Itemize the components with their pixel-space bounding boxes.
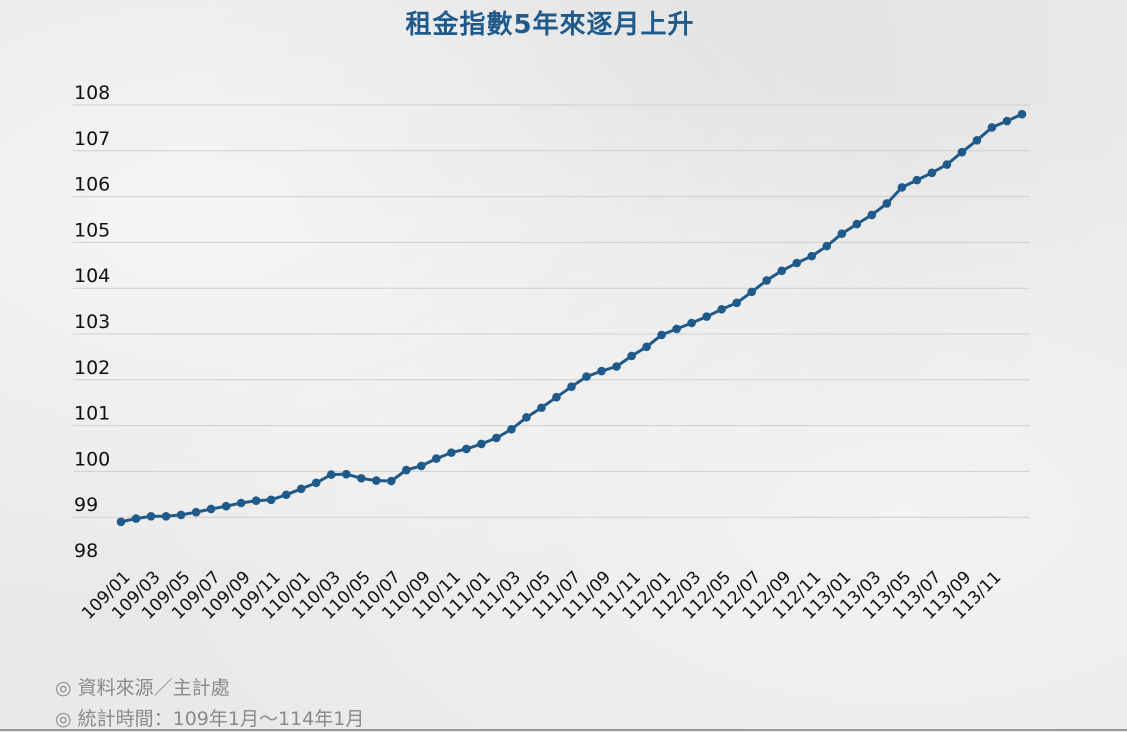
- y-tick-label: 102: [74, 357, 110, 379]
- data-point: [642, 342, 651, 352]
- data-point: [912, 175, 922, 185]
- y-tick-label: 106: [74, 174, 110, 196]
- data-point: [807, 251, 817, 261]
- data-point: [221, 501, 231, 511]
- data-point: [131, 514, 141, 523]
- data-point: [206, 504, 216, 514]
- data-point: [146, 511, 156, 521]
- data-point: [987, 123, 997, 132]
- y-tick-label: 108: [74, 82, 110, 104]
- data-point: [387, 476, 396, 486]
- data-point: [176, 510, 186, 520]
- data-point: [266, 495, 276, 505]
- data-point: [852, 219, 862, 229]
- data-point: [597, 366, 606, 376]
- data-point: [777, 266, 787, 276]
- y-tick-label: 104: [74, 265, 110, 287]
- y-tick-label: 103: [74, 311, 110, 333]
- series-line: [120, 112, 1023, 524]
- data-point: [432, 454, 441, 463]
- y-tick-label: 100: [74, 448, 110, 470]
- data-point: [627, 351, 636, 361]
- data-point: [957, 147, 967, 157]
- data-point: [522, 413, 531, 422]
- data-point: [1002, 116, 1012, 126]
- y-tick-label: 99: [74, 494, 98, 516]
- data-point: [371, 476, 381, 485]
- data-point: [582, 372, 591, 381]
- data-point: [477, 439, 486, 449]
- data-point: [552, 392, 561, 402]
- y-tick-label: 107: [74, 128, 110, 150]
- data-point: [882, 199, 892, 208]
- chart-title: 租金指數5年來逐月上升: [405, 10, 695, 40]
- data-point: [296, 484, 306, 494]
- data-point: [251, 496, 261, 506]
- data-point: [116, 517, 126, 527]
- data-point: [942, 160, 952, 169]
- data-point: [567, 382, 576, 391]
- data-point: [492, 433, 501, 443]
- data-point: [672, 324, 681, 334]
- data-point: [657, 330, 666, 340]
- data-point: [417, 461, 426, 471]
- data-point: [326, 470, 336, 479]
- source-note: ◎ 資料來源／主計處: [55, 677, 230, 699]
- y-tick-label: 105: [74, 219, 110, 241]
- data-point: [1017, 109, 1027, 119]
- data-point: [341, 469, 351, 479]
- data-point: [702, 312, 711, 321]
- data-point: [762, 276, 772, 285]
- bottom-divider: [0, 729, 1127, 731]
- data-point: [687, 318, 696, 328]
- data-point: [867, 210, 877, 220]
- data-point: [281, 490, 291, 500]
- data-point: [191, 507, 201, 517]
- data-point: [402, 465, 411, 475]
- data-point: [537, 403, 546, 413]
- data-point: [972, 135, 982, 145]
- data-point: [447, 448, 456, 457]
- data-point: [837, 229, 847, 238]
- data-point: [462, 444, 471, 454]
- data-point: [717, 304, 726, 314]
- data-point: [612, 362, 621, 371]
- data-point: [356, 473, 366, 483]
- y-tick-label: 101: [74, 403, 110, 425]
- period-note: ◎ 統計時間：109年1月～114年1月: [55, 708, 365, 730]
- data-point: [732, 298, 741, 308]
- y-tick-label: 98: [74, 540, 98, 562]
- data-point: [507, 424, 516, 434]
- data-point: [822, 241, 832, 251]
- data-point: [747, 287, 756, 297]
- data-point: [792, 258, 802, 268]
- data-point: [311, 478, 321, 488]
- data-point: [927, 168, 937, 178]
- data-point: [161, 511, 171, 521]
- data-point: [897, 183, 907, 192]
- data-point: [236, 498, 246, 508]
